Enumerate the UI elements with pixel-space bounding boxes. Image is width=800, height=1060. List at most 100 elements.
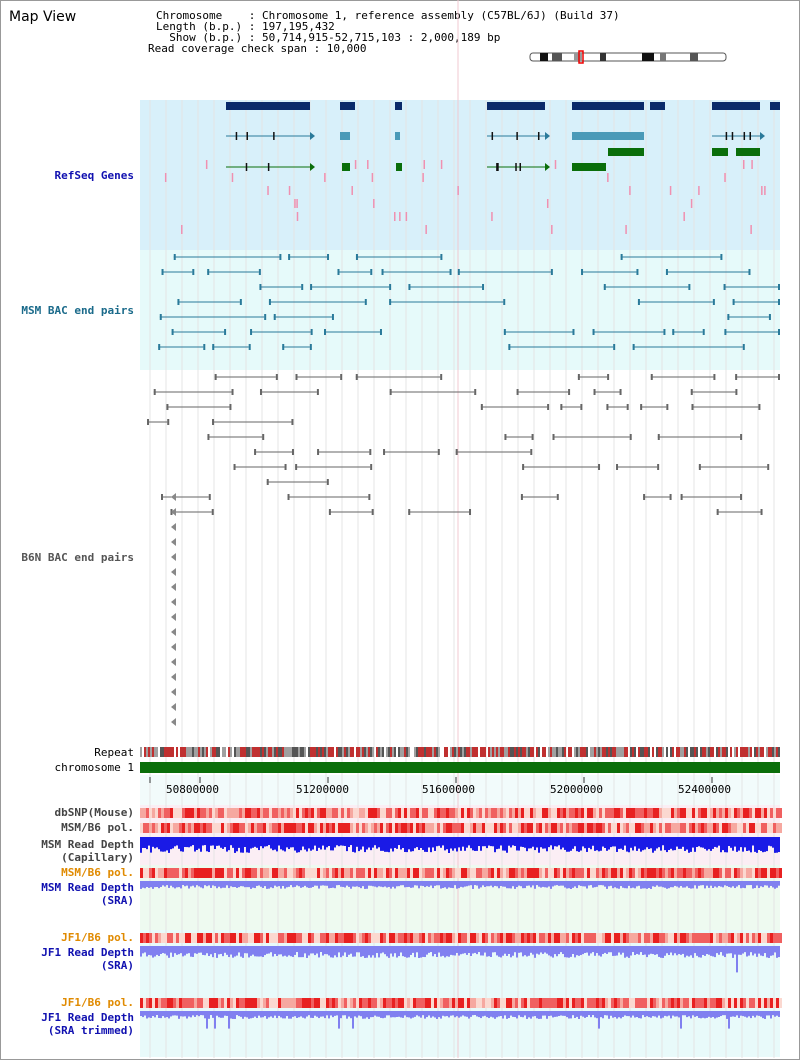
polymorphism-cell xyxy=(650,808,653,818)
polymorphism-cell xyxy=(569,933,572,943)
read-depth-bar xyxy=(632,946,634,953)
read-depth-bar xyxy=(686,837,688,850)
polymorphism-cell xyxy=(149,868,152,878)
track-label-b6n-bac[interactable]: B6N BAC end pairs xyxy=(21,551,134,564)
track-label-refseq[interactable]: RefSeq Genes xyxy=(54,169,134,182)
read-depth-bar xyxy=(440,837,442,848)
read-depth-bar xyxy=(414,881,416,886)
read-depth-bar xyxy=(236,1011,238,1016)
read-depth-bar xyxy=(694,881,696,886)
polymorphism-cell xyxy=(698,998,701,1008)
polymorphism-cell xyxy=(185,933,188,943)
repeat-segment xyxy=(436,747,438,757)
track-label-jf1-b6-pol-2[interactable]: JF1/B6 pol. xyxy=(61,996,134,1009)
polymorphism-cell xyxy=(434,808,437,818)
read-depth-bar xyxy=(258,1011,260,1016)
polymorphism-cell xyxy=(593,823,596,833)
polymorphism-cell xyxy=(407,933,410,943)
read-depth-bar xyxy=(190,946,192,957)
polymorphism-cell xyxy=(341,933,344,943)
track-label-msm-bac[interactable]: MSM BAC end pairs xyxy=(21,304,134,317)
track-label-msm-depth-sra[interactable]: MSM Read Depth (SRA) xyxy=(41,881,134,907)
read-depth-bar xyxy=(312,1011,314,1018)
polymorphism-cell xyxy=(671,998,674,1008)
polymorphism-cell xyxy=(608,808,611,818)
polymorphism-cell xyxy=(506,808,509,818)
track-label-msm-b6-pol-2[interactable]: MSM/B6 pol. xyxy=(61,866,134,879)
read-depth-bar xyxy=(344,837,346,846)
read-depth-bar xyxy=(514,1011,516,1018)
polymorphism-cell xyxy=(767,823,770,833)
track-label-dbsnp[interactable]: dbSNP(Mouse) xyxy=(54,806,134,819)
msm-bac-end xyxy=(331,314,334,320)
read-depth-bar xyxy=(166,946,168,956)
polymorphism-cell xyxy=(407,823,410,833)
read-depth-bar xyxy=(226,881,228,886)
read-depth-bar xyxy=(368,946,370,956)
repeat-segment xyxy=(652,747,654,757)
read-depth-bar xyxy=(364,946,366,958)
read-depth-bar xyxy=(186,1011,188,1019)
read-depth-bar xyxy=(620,837,622,849)
polymorphism-cell xyxy=(257,823,260,833)
read-depth-bar xyxy=(528,1011,530,1018)
track-label-repeat[interactable]: Repeat xyxy=(94,746,134,759)
repeat-segment xyxy=(190,747,192,757)
read-depth-bar xyxy=(720,881,722,887)
read-depth-bar xyxy=(324,1011,326,1019)
read-depth-bar xyxy=(724,837,726,853)
read-depth-bar xyxy=(280,837,282,850)
polymorphism-cell xyxy=(434,823,437,833)
polymorphism-cell xyxy=(416,933,419,943)
polymorphism-cell xyxy=(590,933,593,943)
read-depth-bar xyxy=(202,881,204,889)
polymorphism-cell xyxy=(278,808,281,818)
polymorphism-cell xyxy=(197,808,200,818)
read-depth-bar xyxy=(690,881,692,889)
repeat-segment xyxy=(328,747,330,757)
track-label-chromosome[interactable]: chromosome 1 xyxy=(54,761,134,774)
read-depth-bar xyxy=(362,1011,364,1019)
polymorphism-cell xyxy=(509,933,512,943)
read-depth-bar xyxy=(350,1011,352,1019)
read-depth-bar xyxy=(146,837,148,850)
polymorphism-cell xyxy=(239,868,242,878)
read-depth-bar xyxy=(192,1011,194,1016)
track-label-msm-b6-pol[interactable]: MSM/B6 pol. xyxy=(61,821,134,834)
b6n-bac-end xyxy=(233,464,236,470)
coverage-span-info: Read coverage check span : 10,000 xyxy=(148,42,367,55)
polymorphism-cell xyxy=(323,998,326,1008)
polymorphism-cell xyxy=(377,808,380,818)
repeat-segment xyxy=(402,747,404,757)
read-depth-bar xyxy=(186,946,188,954)
repeat-segment xyxy=(164,747,166,757)
read-depth-bar xyxy=(204,1011,206,1019)
polymorphism-cell xyxy=(401,808,404,818)
read-depth-bar xyxy=(568,946,570,958)
polymorphism-cell xyxy=(551,823,554,833)
polymorphism-cell xyxy=(653,998,656,1008)
read-depth-bar xyxy=(776,881,778,888)
polymorphism-cell xyxy=(500,808,503,818)
read-depth-bar xyxy=(148,1011,150,1018)
b6n-bac-end xyxy=(698,464,701,470)
read-depth-bar xyxy=(708,1011,710,1017)
polymorphism-cell xyxy=(593,868,596,878)
read-depth-bar xyxy=(768,881,770,888)
track-label-jf1-b6-pol[interactable]: JF1/B6 pol. xyxy=(61,931,134,944)
polymorphism-cell xyxy=(158,998,161,1008)
track-label-jf1-depth-trim[interactable]: JF1 Read Depth (SRA trimmed) xyxy=(41,1011,134,1037)
read-depth-bar xyxy=(322,946,324,956)
polymorphism-cell xyxy=(563,998,566,1008)
read-depth-bar xyxy=(538,837,540,853)
track-label-jf1-depth[interactable]: JF1 Read Depth (SRA) xyxy=(41,946,134,972)
msm-bac-end xyxy=(364,299,367,305)
polymorphism-cell xyxy=(386,998,389,1008)
b6n-bac-end xyxy=(208,494,211,500)
polymorphism-cell xyxy=(176,808,179,818)
read-depth-bar xyxy=(404,946,406,957)
polymorphism-cell xyxy=(233,868,236,878)
read-depth-bar xyxy=(540,946,542,953)
track-label-msm-depth-cap[interactable]: MSM Read Depth (Capillary) xyxy=(41,838,134,864)
